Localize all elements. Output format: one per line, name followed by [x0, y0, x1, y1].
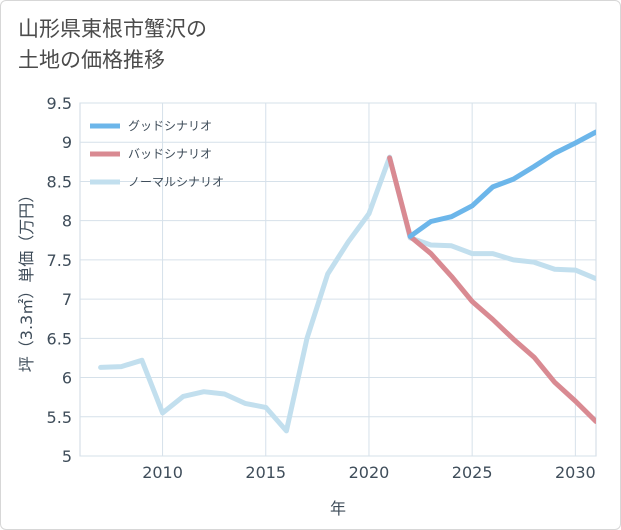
y-tick-label: 5.5: [47, 408, 72, 427]
y-tick-label: 8: [62, 212, 72, 231]
series-line-1: [387, 155, 596, 424]
legend-label-1: バッドシナリオ: [128, 147, 212, 161]
legend-label-2: ノーマルシナリオ: [128, 175, 224, 189]
y-tick-label: 8.5: [47, 172, 72, 191]
y-tick-label: 6.5: [47, 329, 72, 348]
x-tick-label: 2015: [245, 463, 286, 482]
chart-title: 山形県東根市蟹沢の 土地の価格推移: [18, 17, 207, 72]
plot-area: [79, 102, 597, 457]
series-line-2: [98, 154, 596, 434]
x-tick-label: 2030: [555, 463, 596, 482]
x-tick-label: 2020: [349, 463, 390, 482]
y-tick-label: 9: [62, 133, 72, 152]
legend-label-0: グッドシナリオ: [128, 119, 212, 133]
y-tick-label: 5: [62, 447, 72, 466]
x-tick-label: 2010: [142, 463, 183, 482]
y-tick-label: 6: [62, 369, 72, 388]
y-axis-label: 坪（3.3㎡）単価（万円）: [17, 187, 36, 372]
x-tick-label: 2025: [452, 463, 493, 482]
y-tick-label: 7: [62, 290, 72, 309]
y-tick-label: 9.5: [47, 94, 72, 113]
x-axis-label: 年: [330, 499, 346, 518]
y-tick-label: 7.5: [47, 251, 72, 270]
series-line-0: [407, 129, 596, 239]
